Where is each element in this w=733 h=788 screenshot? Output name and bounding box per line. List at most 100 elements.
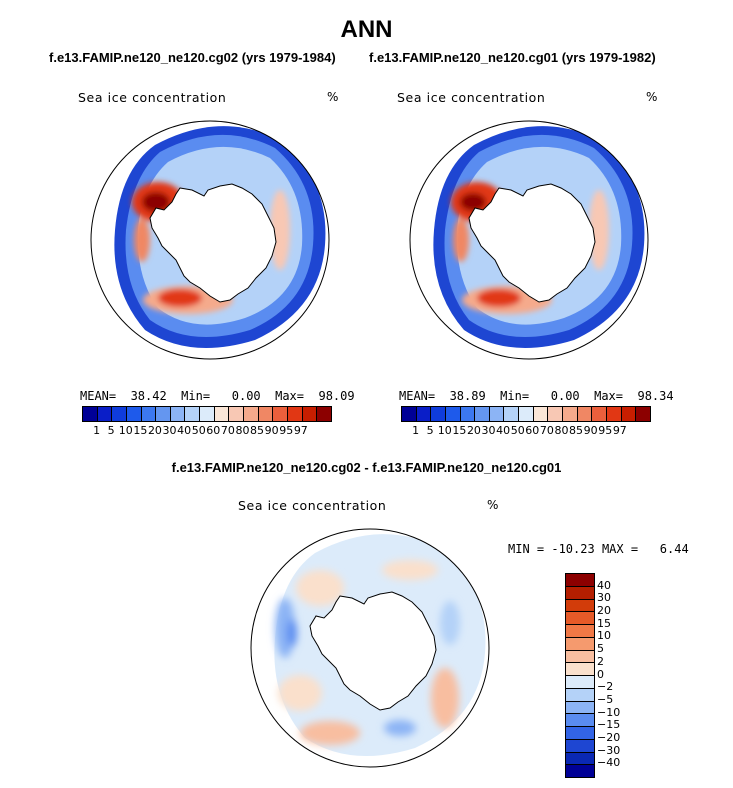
right-case-subtitle: f.e13.FAMIP.ne120_ne120.cg01 (yrs 1979-1… (369, 50, 656, 65)
diff-positive-patch (296, 570, 344, 606)
left-case-subtitle: f.e13.FAMIP.ne120_ne120.cg02 (yrs 1979-1… (49, 50, 336, 65)
diff-colorbar-swatch (566, 714, 594, 727)
left-colorbar-swatch (200, 407, 215, 421)
diff-colorbar-label: 40 (597, 578, 611, 592)
right-colorbar-tick-label: 40 (496, 424, 511, 437)
diff-colorbar-swatch (566, 586, 594, 600)
left-variable-label: Sea ice concentration (78, 90, 227, 105)
right-colorbar-tick-label: 85 (569, 424, 584, 437)
right-colorbar-swatch (592, 407, 607, 421)
right-colorbar-tick-label: 80 (554, 424, 569, 437)
diff-colorbar-label: 30 (597, 591, 611, 605)
diff-minmax-line: MIN = -10.23 MAX = 6.44 (508, 542, 689, 556)
diff-negative-patch (440, 601, 460, 645)
right-colorbar-swatch (402, 407, 417, 421)
left-stats-line: MEAN= 38.42 Min= 0.00 Max= 98.09 (80, 389, 355, 403)
diff-colorbar-label: −10 (597, 705, 621, 719)
right-colorbar-swatch (460, 407, 476, 421)
diff-colorbar-swatch (566, 765, 594, 777)
right-colorbar-ticks: 1 5 10 15 20 30 40 50 60 70 80 85 90 95 97 (401, 424, 649, 438)
diff-positive-patch (300, 721, 360, 745)
diff-min-value: -10.23 (551, 542, 595, 556)
diff-colorbar-label: −5 (597, 692, 614, 706)
diff-colorbar-label: 15 (597, 616, 611, 630)
right-colorbar-tick-label: 5 (426, 424, 434, 437)
right-colorbar-tick-label: 90 (583, 424, 598, 437)
ross-sea-high-ice (158, 289, 202, 307)
right-colorbar-tick-label: 30 (481, 424, 496, 437)
diff-colorbar-swatch (566, 650, 594, 664)
right-colorbar-swatch (548, 407, 564, 421)
antarctica-continent (309, 591, 437, 711)
left-min-label: Min= (181, 389, 211, 403)
diff-min-label: MIN = (508, 542, 545, 556)
right-colorbar-swatch (416, 407, 432, 421)
diff-positive-patch (278, 675, 322, 711)
right-colorbar-swatch (519, 407, 534, 421)
diff-colorbar-label: −15 (597, 718, 621, 732)
diff-colorbar-label: −20 (597, 730, 621, 744)
diff-colorbar-swatch (566, 701, 594, 715)
diff-colorbar-label: 0 (597, 667, 604, 681)
left-colorbar (82, 406, 332, 422)
right-colorbar-swatch (577, 407, 593, 421)
weddell-peak-ice (460, 193, 486, 211)
antarctica-continent (149, 183, 277, 303)
right-min-label: Min= (500, 389, 530, 403)
diff-max-label: MAX = (601, 542, 639, 556)
right-colorbar-swatch (621, 407, 637, 421)
left-colorbar-swatch (83, 407, 98, 421)
left-colorbar-swatch (258, 407, 274, 421)
diff-positive-patch (382, 560, 438, 580)
left-colorbar-tick-label: 1 (93, 424, 101, 437)
right-mean-label: MEAN= (399, 389, 436, 403)
weddell-peak-ice (142, 192, 170, 212)
diff-colorbar-swatch (566, 612, 594, 625)
diff-colorbar-swatch (566, 676, 594, 689)
left-mean-value: 38.42 (130, 389, 167, 403)
left-colorbar-tick-label: 10 (118, 424, 133, 437)
right-colorbar-tick-label: 97 (612, 424, 627, 437)
antarctica-continent (468, 183, 596, 303)
right-colorbar-swatch (606, 407, 622, 421)
east-coast-ice (270, 190, 290, 270)
diff-colorbar-swatch (566, 663, 594, 676)
diff-colorbar-label: −40 (597, 756, 621, 770)
diff-positive-patch (431, 668, 459, 728)
left-max-value: 98.09 (318, 389, 355, 403)
left-colorbar-tick-label: 80 (235, 424, 250, 437)
left-colorbar-swatch (141, 407, 157, 421)
diff-colorbar-label: −30 (597, 743, 621, 757)
right-colorbar-swatch (475, 407, 490, 421)
right-colorbar-swatch (489, 407, 505, 421)
left-polar-map (90, 120, 330, 360)
diff-max-value: 6.44 (659, 542, 689, 556)
right-mean-value: 38.89 (449, 389, 486, 403)
left-colorbar-tick-label: 90 (264, 424, 279, 437)
left-colorbar-tick-label: 5 (107, 424, 115, 437)
right-max-label: Max= (594, 389, 624, 403)
right-unit-label: % (646, 90, 658, 104)
diff-colorbar-swatch (566, 625, 594, 638)
right-colorbar (401, 406, 651, 422)
right-colorbar-tick-label: 15 (452, 424, 467, 437)
figure-title: ANN (340, 16, 393, 43)
difference-subtitle: f.e13.FAMIP.ne120_ne120.cg02 - f.e13.FAM… (171, 460, 562, 475)
diff-colorbar-label: 5 (597, 642, 604, 656)
left-colorbar-swatch (317, 407, 331, 421)
left-colorbar-swatch (97, 407, 113, 421)
diff-variable-label: Sea ice concentration (238, 498, 387, 513)
diff-colorbar-swatch (566, 637, 594, 651)
diff-colorbar-swatch (566, 727, 594, 740)
left-colorbar-swatch (185, 407, 201, 421)
right-polar-map (409, 120, 649, 360)
ross-sea-high-ice (477, 289, 521, 307)
diff-unit-label: % (487, 498, 499, 512)
diff-colorbar-swatch (566, 752, 594, 766)
diff-colorbar (565, 573, 595, 778)
right-colorbar-tick-label: 60 (525, 424, 540, 437)
right-colorbar-swatch (563, 407, 578, 421)
left-colorbar-tick-label: 85 (250, 424, 265, 437)
diff-colorbar-swatch (566, 688, 594, 702)
left-colorbar-swatch (302, 407, 318, 421)
